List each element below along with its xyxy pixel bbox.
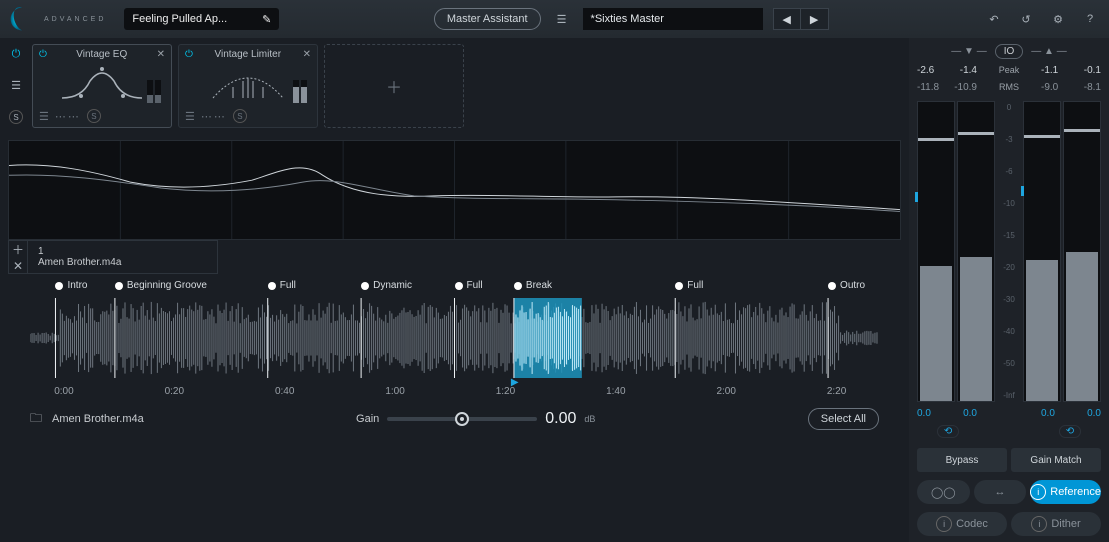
chain-power-icon[interactable]: ⏻ [12, 48, 21, 61]
meters: 0-3-6-10-15-20-30-40-50-Inf [917, 101, 1101, 402]
reference-filename: Amen Brother.m4a [52, 413, 144, 425]
output-link-icon[interactable]: ⟲ [1059, 425, 1081, 438]
region-marker[interactable]: Outro [828, 280, 865, 291]
preset-nav: ◀ ▶ [773, 8, 829, 30]
module-title: Vintage Limiter [197, 49, 299, 60]
preset-name-field[interactable]: *Sixties Master [583, 8, 763, 30]
region-marker[interactable]: Full [455, 280, 483, 291]
spectrum-analyzer[interactable] [8, 140, 901, 240]
module-menu-icon[interactable]: ☰ [39, 110, 49, 123]
help-icon[interactable]: ? [1079, 8, 1101, 30]
spectrum-curve [9, 141, 900, 239]
undo-icon[interactable]: ↶ [983, 8, 1005, 30]
module-vintage-limiter[interactable]: ⏻ Vintage Limiter ✕ ☰ ⋯⋯ S [178, 44, 318, 128]
gain-value: 0.00 [545, 410, 576, 428]
add-module-button[interactable]: ＋ [324, 44, 464, 128]
chain-solo-button[interactable]: S [9, 110, 23, 124]
reference-button[interactable]: iReference [1030, 480, 1101, 504]
module-power-icon[interactable]: ⏻ [39, 49, 47, 60]
output-meters [1023, 101, 1101, 402]
output-collapse-icon[interactable]: — ▲ — [1031, 46, 1066, 57]
edit-icon[interactable]: ✎ [262, 13, 271, 26]
module-vintage-eq[interactable]: ⏻ Vintage EQ ✕ ☰ ⋯⋯ S [32, 44, 172, 128]
module-close-icon[interactable]: ✕ [157, 49, 165, 60]
file-icon: 🗀 [30, 409, 42, 430]
region-marker[interactable]: Beginning Groove [115, 280, 207, 291]
input-link-icon[interactable]: ⟲ [937, 425, 959, 438]
module-meters [147, 80, 161, 103]
module-solo-button[interactable]: S [233, 109, 247, 123]
main-area: ＋ ✕ 1 Amen Brother.m4a Intro Beginning Gr… [0, 140, 909, 542]
module-title: Vintage EQ [51, 49, 153, 60]
waveform-area: Intro Beginning Groove Full Dynamic Full Brea… [8, 280, 901, 430]
reference-tab[interactable]: 1 Amen Brother.m4a [28, 240, 218, 274]
settings-icon[interactable]: ⚙ [1047, 8, 1069, 30]
gain-label: Gain [356, 413, 379, 425]
bypass-button[interactable]: Bypass [917, 448, 1007, 472]
module-close-icon[interactable]: ✕ [303, 49, 311, 60]
gain-unit: dB [584, 414, 595, 424]
input-collapse-icon[interactable]: — ▼ — [951, 46, 986, 57]
app-logo: OZONE ADVANCED [8, 5, 106, 33]
region-marker[interactable]: Dynamic [361, 280, 412, 291]
gain-match-button[interactable]: Gain Match [1011, 448, 1101, 472]
module-meters [293, 80, 307, 103]
module-solo-button[interactable]: S [87, 109, 101, 123]
region-marker[interactable]: Full [675, 280, 703, 291]
top-bar: OZONE ADVANCED Feeling Pulled Ap... ✎ Ma… [0, 0, 1109, 38]
region-marker[interactable]: Intro [55, 280, 87, 291]
close-reference-button[interactable]: ✕ [9, 258, 27, 273]
ozone-icon [8, 5, 36, 33]
io-panel: — ▼ — IO — ▲ — -2.6-1.4 Peak -1.1-0.1 -1… [909, 38, 1109, 542]
select-all-button[interactable]: Select All [808, 408, 879, 430]
preset-prev-button[interactable]: ◀ [773, 8, 801, 30]
module-power-icon[interactable]: ⏻ [185, 49, 193, 60]
chain-list-icon[interactable]: ☰ [11, 79, 21, 92]
reference-tabs: ＋ ✕ 1 Amen Brother.m4a [8, 240, 901, 274]
limiter-curve-icon [203, 63, 293, 107]
timeline: 0:000:200:401:001:201:402:002:20 [30, 386, 879, 402]
region-marker[interactable]: Break [514, 280, 552, 291]
region-marker[interactable]: Full [268, 280, 296, 291]
input-meters [917, 101, 995, 402]
history-icon[interactable]: ↺ [1015, 8, 1037, 30]
track-name-text: Feeling Pulled Ap... [132, 13, 227, 25]
stereo-mode-button[interactable]: ◯◯ [917, 480, 970, 504]
dither-button[interactable]: iDither [1011, 512, 1101, 536]
track-name-box[interactable]: Feeling Pulled Ap... ✎ [124, 8, 279, 30]
preset-list-icon[interactable]: ☰ [551, 8, 573, 30]
app-edition: ADVANCED [44, 16, 106, 23]
gain-slider[interactable] [387, 417, 537, 421]
eq-curve-icon [57, 63, 147, 107]
io-label[interactable]: IO [995, 44, 1024, 59]
add-reference-button[interactable]: ＋ [9, 241, 27, 258]
module-menu-icon[interactable]: ☰ [185, 110, 195, 123]
chain-controls: ⏻ ☰ S [6, 44, 26, 128]
master-assistant-button[interactable]: Master Assistant [434, 8, 541, 30]
swap-button[interactable]: ↔ [974, 480, 1027, 504]
waveform[interactable]: ▶ [30, 298, 879, 378]
codec-button[interactable]: iCodec [917, 512, 1007, 536]
preset-next-button[interactable]: ▶ [801, 8, 829, 30]
